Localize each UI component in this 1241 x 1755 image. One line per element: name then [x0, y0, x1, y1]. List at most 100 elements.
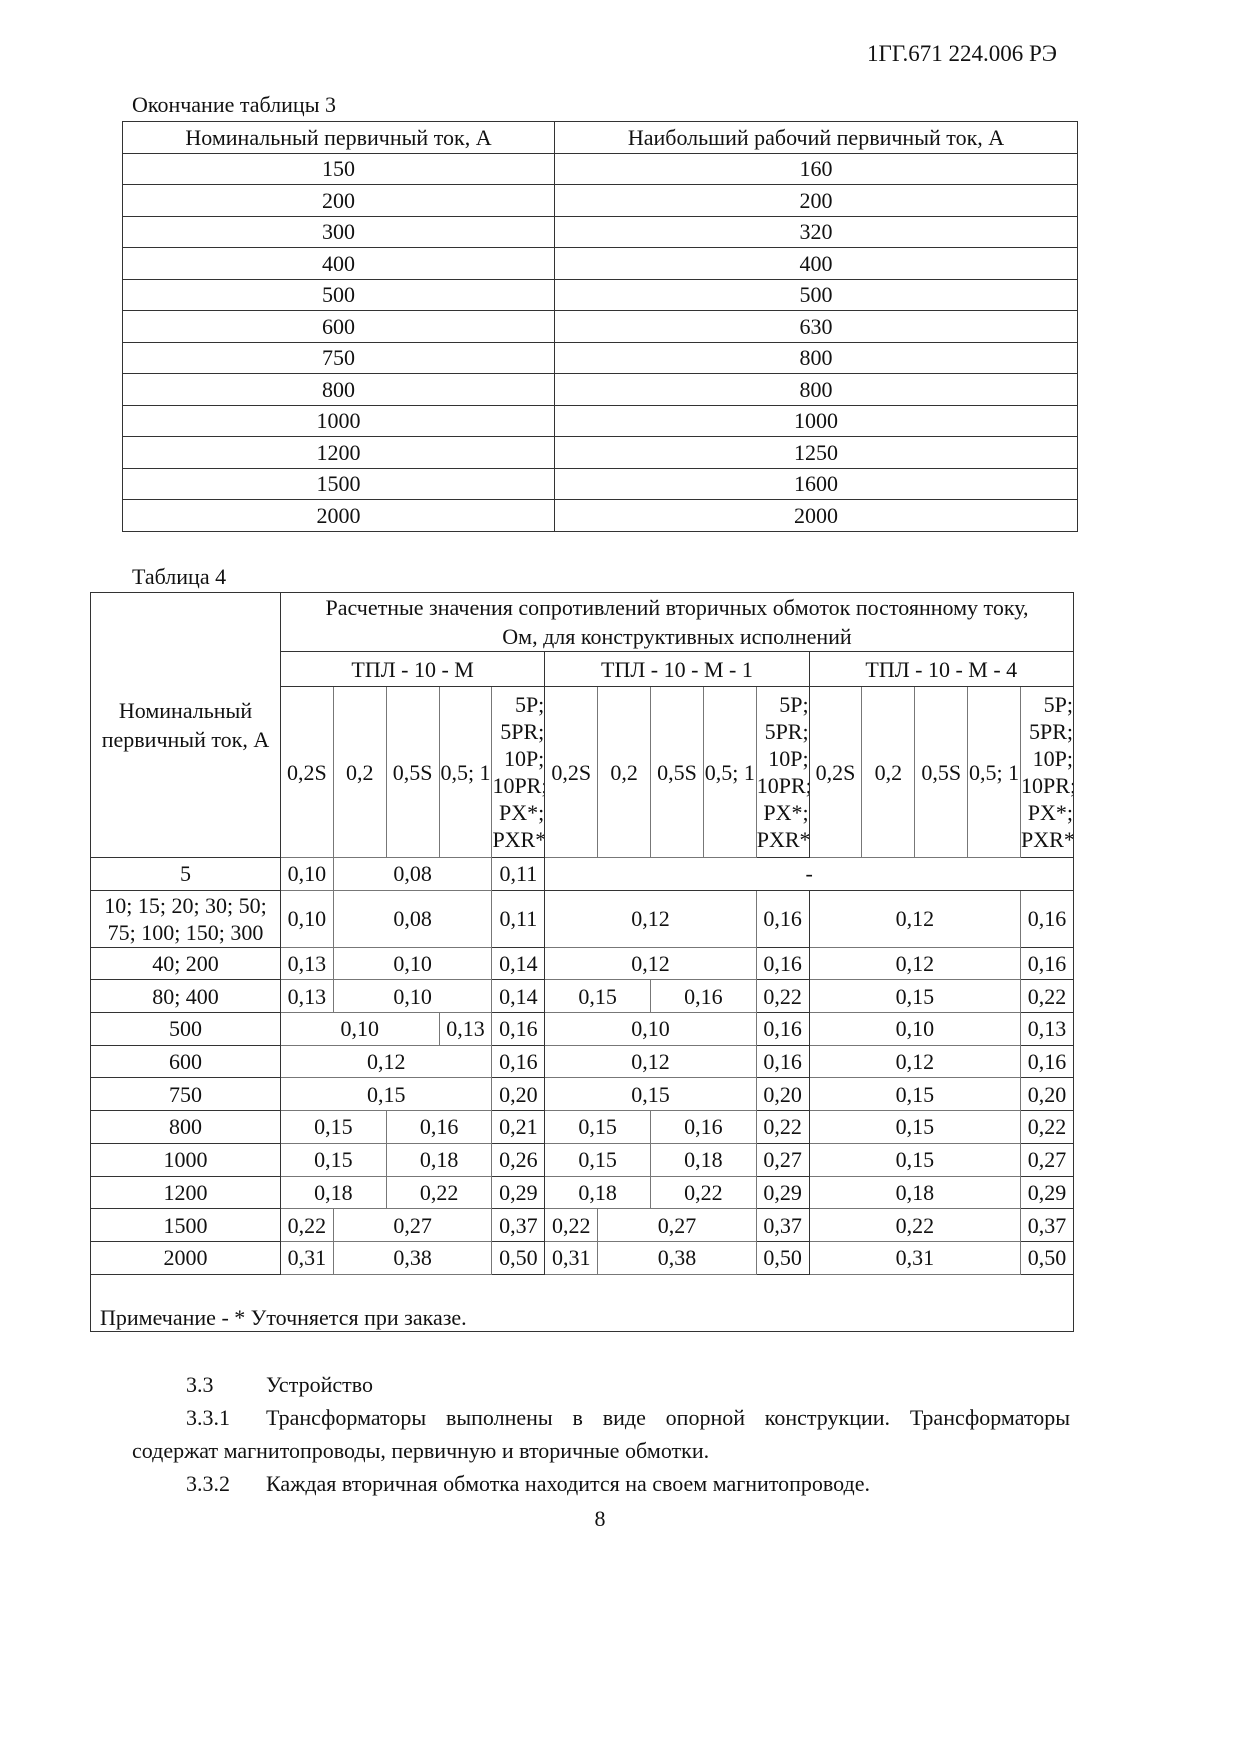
group-header: Расчетные значения сопротивлений вторичн… [280, 592, 1074, 652]
table-cell: 1000 [554, 404, 1078, 437]
table-row: 1500 0,22 0,27 0,37 0,22 0,27 0,37 0,22 0,37 [90, 1208, 1074, 1242]
table-cell: 0,14 [491, 979, 546, 1014]
class-header: 0,5S [650, 686, 704, 858]
table-cell: 0,22 [385, 1175, 493, 1210]
table-row: 300 320 [122, 215, 1078, 248]
row-label: 40; 200 [90, 946, 281, 981]
table-cell: 500 [554, 278, 1078, 311]
table-cell: 0,16 [755, 889, 810, 948]
row-label: 1500 [90, 1208, 281, 1242]
page-number: 8 [594, 1505, 606, 1531]
table-cell: 0,50 [491, 1240, 546, 1275]
table-cell: 0,27 [755, 1142, 810, 1177]
table-cell: 0,12 [544, 1044, 757, 1079]
table-cell: 0,14 [491, 946, 546, 981]
table-cell: 0,15 [544, 1077, 757, 1112]
note-row: Примечание - * Уточняется при заказе. [90, 1273, 1074, 1332]
table-cell: 0,10 [280, 857, 334, 891]
row-label: 1200 [90, 1175, 281, 1210]
table-cell: 0,16 [755, 1044, 810, 1079]
table-cell: 0,20 [1020, 1077, 1074, 1112]
table-row: 500 0,10 0,13 0,16 0,10 0,16 0,10 0,13 [90, 1012, 1074, 1046]
table4-caption: Таблица 4 [132, 564, 227, 589]
table-note: Примечание - * Уточняется при заказе. [90, 1273, 1074, 1332]
table-row: 1200 1250 [122, 436, 1078, 469]
table-cell: 0,15 [808, 979, 1022, 1014]
table-cell: 0,29 [1020, 1175, 1074, 1210]
table-cell: 0,18 [650, 1142, 757, 1177]
table3-caption: Окончание таблицы 3 [132, 92, 336, 117]
table-cell: 0,11 [491, 857, 546, 891]
table-cell: 1600 [554, 467, 1078, 500]
table-cell: 0,50 [1020, 1240, 1074, 1275]
table-cell: 0,10 [332, 979, 493, 1014]
table-cell: 0,10 [280, 889, 334, 948]
table-row: 750 0,15 0,20 0,15 0,20 0,15 0,20 [90, 1077, 1074, 1112]
table-cell: 0,37 [1020, 1208, 1074, 1242]
paragraph-number: 3.3.1 [186, 1404, 230, 1430]
table-cell: 200 [122, 184, 555, 217]
table-cell: 0,15 [808, 1077, 1022, 1112]
table-cell: 0,16 [1020, 1044, 1074, 1079]
table-cell: 0,16 [385, 1110, 493, 1144]
table-cell: 0,12 [808, 889, 1022, 948]
paragraph-number: 3.3.2 [186, 1470, 230, 1496]
table-cell: 200 [554, 184, 1078, 217]
table-cell: 0,15 [808, 1142, 1022, 1177]
table-4: Номинальный первичный ток, А Расчетные з… [90, 592, 1075, 1332]
table-cell: 0,22 [808, 1208, 1022, 1242]
table-row: 600 0,12 0,16 0,12 0,16 0,12 0,16 [90, 1044, 1074, 1079]
table-cell: 0,15 [544, 1110, 652, 1144]
class-header: 0,2 [332, 686, 387, 858]
column-header: Номинальный первичный ток, А [122, 121, 555, 154]
table-cell: 600 [122, 310, 555, 343]
table-cell: 0,20 [755, 1077, 810, 1112]
table-row: 2000 0,31 0,38 0,50 0,31 0,38 0,50 0,31 0,50 [90, 1240, 1074, 1275]
table-cell: 0,18 [544, 1175, 652, 1210]
section-3-3: 3.3 Устройство [132, 1368, 1070, 1401]
class-header: 0,2 [597, 686, 652, 858]
table-cell: 750 [122, 341, 555, 374]
table-cell: 0,16 [1020, 946, 1074, 981]
table-cell: 0,22 [544, 1208, 599, 1242]
table-cell: 0,18 [808, 1175, 1022, 1210]
table-cell: 1250 [554, 436, 1078, 469]
table-cell: 0,10 [332, 946, 493, 981]
table-row: 800 0,15 0,16 0,21 0,15 0,16 0,22 0,15 0,22 [90, 1110, 1074, 1144]
class-header: 0,2 [861, 686, 916, 858]
table-row: 10; 15; 20; 30; 50; 75; 100; 150; 300 0,1… [90, 889, 1074, 948]
table-cell: 1000 [122, 404, 555, 437]
table-cell: 2000 [554, 499, 1078, 532]
class-header: 0,5; 1 [438, 686, 493, 858]
table-cell: 300 [122, 215, 555, 248]
variant-header: ТПЛ - 10 - М [279, 651, 546, 687]
page-flow: Таблица 4 Номинальный первичный ток, А Р… [0, 564, 1241, 1534]
table-cell: 800 [554, 341, 1078, 374]
table-cell: 800 [122, 373, 555, 406]
table-cell: 0,13 [438, 1012, 493, 1046]
table-cell: 0,15 [280, 1110, 387, 1144]
row-header: Номинальный первичный ток, А [90, 592, 281, 858]
table-row: 500 500 [122, 278, 1078, 311]
table-cell: 0,15 [544, 1142, 652, 1177]
table-cell: 0,22 [280, 1208, 334, 1242]
table-cell: 0,38 [597, 1240, 757, 1275]
table-cell: 0,10 [808, 1012, 1022, 1046]
table-cell: 0,27 [332, 1208, 493, 1242]
table-cell: 0,12 [544, 946, 757, 981]
table-cell: 0,29 [491, 1175, 546, 1210]
table-row: 400 400 [122, 247, 1078, 280]
document-code: 1ГГ.671 224.006 РЭ [867, 41, 1057, 66]
table-row: 200 200 [122, 184, 1078, 217]
class-header: 0,2S [808, 686, 863, 858]
row-label: 5 [90, 857, 281, 891]
class-header: 0,5; 1 [702, 686, 757, 858]
table-cell: 0,16 [491, 1044, 546, 1079]
table-cell: 0,13 [280, 979, 334, 1014]
table-cell: 0,31 [280, 1240, 334, 1275]
table-cell: 0,27 [1020, 1142, 1074, 1177]
section-title: Устройство [266, 1371, 373, 1397]
row-label: 500 [90, 1012, 281, 1046]
table-cell: 0,15 [808, 1110, 1022, 1144]
table-cell: 0,15 [280, 1142, 387, 1177]
